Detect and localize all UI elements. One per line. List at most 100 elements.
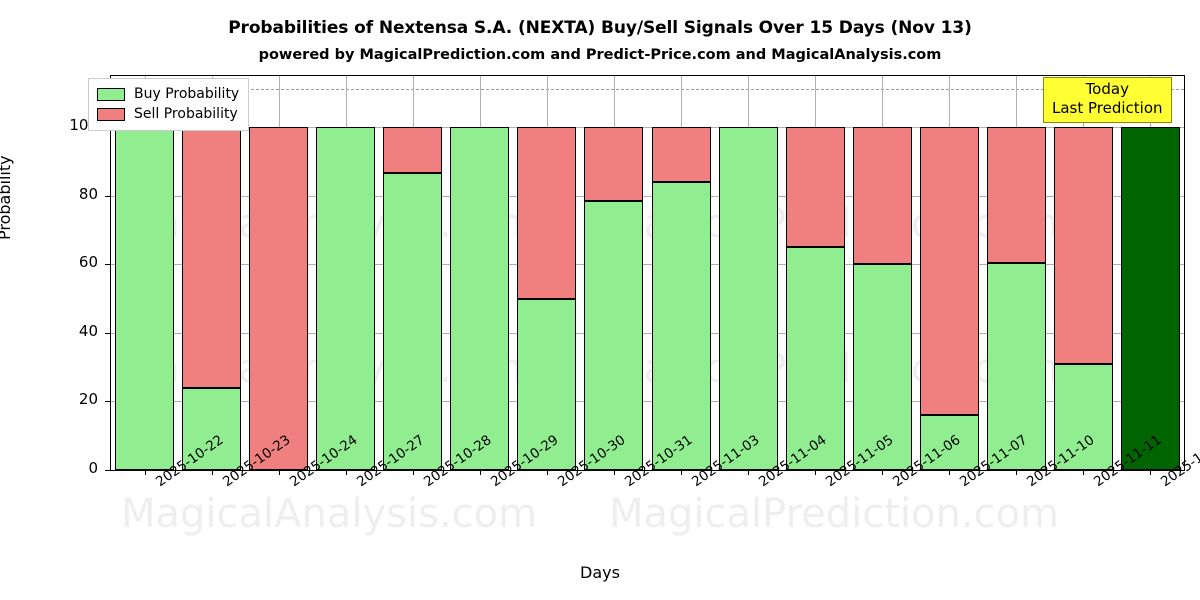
- x-tick-mark: [681, 470, 682, 475]
- bar-2025-10-23[interactable]: [182, 76, 242, 470]
- bar-segment-sell: [383, 127, 443, 174]
- bar-segment-buy: [986, 262, 1046, 470]
- x-tick-mark: [748, 470, 749, 475]
- x-tick-label: 2025-11-03: [689, 432, 762, 490]
- bar-2025-11-10[interactable]: [986, 76, 1046, 470]
- bar-segment-sell: [1053, 127, 1113, 364]
- y-tick-mark: [105, 401, 111, 403]
- bar-2025-10-22[interactable]: [115, 76, 175, 470]
- bar-segment-buy: [1053, 363, 1113, 470]
- bar-segment-buy: [115, 127, 175, 470]
- reference-dashed-line: [111, 89, 1184, 91]
- bar-2025-10-29[interactable]: [450, 76, 510, 470]
- chart-title: Probabilities of Nextensa S.A. (NEXTA) B…: [228, 18, 972, 38]
- bar-segment-sell: [785, 127, 845, 248]
- x-tick-mark: [1083, 470, 1084, 475]
- x-tick-label: 2025-10-29: [488, 432, 561, 490]
- bar-segment-buy: [718, 127, 778, 470]
- bar-2025-10-24[interactable]: [249, 76, 309, 470]
- bar-segment-buy: [182, 387, 242, 470]
- x-tick-label: 2025-11-12: [1158, 432, 1200, 490]
- gridline-horizontal: [111, 195, 1184, 197]
- y-tick-label: 80: [78, 184, 98, 203]
- bar-segment-sell: [651, 127, 711, 182]
- gridline-horizontal: [111, 127, 1184, 128]
- bar-segment-buy: [852, 264, 912, 470]
- bar-2025-11-06[interactable]: [852, 76, 912, 470]
- x-tick-label: 2025-10-27: [354, 432, 427, 490]
- y-tick-mark: [105, 470, 111, 471]
- x-tick-label: 2025-10-30: [555, 432, 628, 490]
- bar-segment-buy: [383, 173, 443, 470]
- x-tick-mark: [1150, 470, 1151, 475]
- gridline-horizontal: [111, 401, 1184, 403]
- bar-segment-buy: [651, 181, 711, 470]
- x-tick-label: 2025-10-28: [421, 432, 494, 490]
- x-tick-label: 2025-10-31: [622, 432, 695, 490]
- x-tick-mark: [1016, 470, 1017, 475]
- chart-legend: Buy Probability Sell Probability: [88, 78, 250, 131]
- legend-label-sell: Sell Probability: [134, 106, 238, 122]
- x-tick-label: 2025-11-11: [1091, 432, 1164, 490]
- plot-inner: MagicalAnalysis.com MagicalPrediction.com…: [111, 76, 1184, 537]
- x-tick-label: 2025-11-07: [957, 432, 1030, 490]
- bar-segment-sell: [182, 127, 242, 388]
- bar-segment-sell: [584, 127, 644, 201]
- bar-segment-buy: [919, 415, 979, 470]
- bar-segment-buy: [316, 127, 376, 470]
- plot-area: MagicalAnalysis.com MagicalPrediction.com…: [105, 75, 1185, 537]
- watermark-text: MagicalAnalysis.com: [121, 491, 538, 537]
- y-tick-label: 0: [88, 459, 98, 477]
- bar-segment-sell: [517, 127, 577, 299]
- bar-segment-buy: [785, 247, 845, 470]
- x-tick-mark: [145, 470, 146, 475]
- gridline-horizontal: [111, 264, 1184, 266]
- legend-label-buy: Buy Probability: [134, 86, 240, 102]
- x-tick-label: 2025-11-06: [890, 432, 963, 490]
- today-annotation: Today Last Prediction: [1043, 77, 1172, 123]
- bar-segment-sell: [249, 127, 309, 470]
- x-tick-label: 2025-10-23: [220, 432, 293, 490]
- y-tick-mark: [105, 332, 111, 334]
- x-tick-label: 2025-11-04: [756, 432, 829, 490]
- bar-2025-11-03[interactable]: [651, 76, 711, 470]
- bar-2025-11-11[interactable]: [1053, 76, 1113, 470]
- y-tick-label: 20: [78, 390, 98, 409]
- bar-2025-10-30[interactable]: [517, 76, 577, 470]
- bar-2025-10-27[interactable]: [316, 76, 376, 470]
- x-tick-mark: [346, 470, 347, 475]
- y-tick-label: 40: [78, 321, 98, 340]
- x-tick-mark: [882, 470, 883, 475]
- today-label-line2: Last Prediction: [1052, 99, 1163, 117]
- x-tick-label: 2025-11-05: [823, 432, 896, 490]
- x-tick-mark: [212, 470, 213, 475]
- bar-segment-sell: [919, 127, 979, 416]
- y-tick-mark: [105, 195, 111, 197]
- bar-2025-10-31[interactable]: [584, 76, 644, 470]
- x-tick-mark: [614, 470, 615, 475]
- x-tick-mark: [949, 470, 950, 475]
- x-tick-mark: [279, 470, 280, 475]
- bar-2025-11-04[interactable]: [718, 76, 778, 470]
- y-tick-label: 60: [78, 253, 98, 272]
- bar-segment-sell: [986, 127, 1046, 263]
- bar-2025-11-12[interactable]: [1120, 76, 1180, 470]
- chart-subtitle: powered by MagicalPrediction.com and Pre…: [258, 47, 942, 63]
- bar-2025-10-28[interactable]: [383, 76, 443, 470]
- today-label-line1: Today: [1085, 80, 1129, 98]
- bar-2025-11-05[interactable]: [785, 76, 845, 470]
- bar-segment-buy: [450, 127, 510, 470]
- x-tick-mark: [413, 470, 414, 475]
- bar-segment-sell: [852, 127, 912, 265]
- x-tick-label: 2025-10-22: [153, 432, 226, 490]
- x-tick-label: 2025-10-24: [287, 432, 360, 490]
- y-tick-mark: [105, 264, 111, 266]
- y-axis-label: Probability: [0, 155, 14, 240]
- legend-swatch-buy-icon: [97, 87, 125, 101]
- bar-2025-11-07[interactable]: [919, 76, 979, 470]
- legend-item-sell: Sell Probability: [97, 104, 239, 124]
- bar-segment-buy: [584, 200, 644, 470]
- legend-item-buy: Buy Probability: [97, 84, 239, 104]
- bar-segment-buy: [517, 298, 577, 470]
